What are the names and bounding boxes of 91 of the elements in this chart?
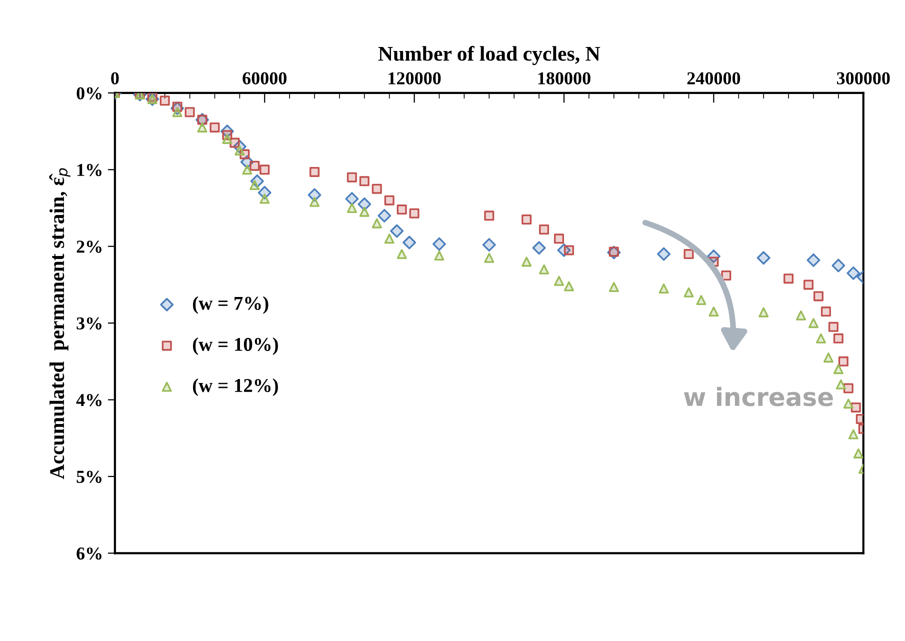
y-tick-label: 0% <box>76 87 102 100</box>
point <box>756 251 770 265</box>
point <box>482 238 496 252</box>
point <box>803 280 814 290</box>
y-tick-label: 1% <box>77 164 102 176</box>
point <box>696 295 706 306</box>
point <box>260 194 270 204</box>
point <box>396 204 407 215</box>
point <box>833 364 844 374</box>
point <box>806 253 820 267</box>
point <box>432 237 446 251</box>
x-tick-label: 60000 <box>242 72 287 84</box>
point <box>539 264 550 274</box>
point <box>359 176 370 186</box>
point <box>260 164 270 175</box>
point <box>345 192 359 206</box>
x-tick-label: 300000 <box>836 72 890 84</box>
point <box>484 252 494 263</box>
y-axis-title: Accumulated permanent strain, ε̂$_{p}$ <box>49 168 70 480</box>
point <box>434 250 444 261</box>
point <box>522 214 532 225</box>
legend-label: (w = 10%) <box>192 337 278 355</box>
y-tick-label: 5% <box>76 470 102 483</box>
point <box>359 206 370 217</box>
annotation: w increase <box>684 386 833 406</box>
y-tick-label: 6% <box>76 547 102 560</box>
x-tick-label: 120000 <box>388 72 441 84</box>
x-tick-label: 180000 <box>538 72 590 84</box>
point <box>390 224 404 238</box>
point <box>848 429 858 440</box>
point <box>784 274 794 284</box>
point <box>346 172 357 182</box>
point <box>816 333 826 344</box>
point <box>832 258 846 272</box>
point <box>378 208 392 222</box>
x-tick-label: 240000 <box>687 72 740 84</box>
point <box>358 197 372 211</box>
point <box>721 270 732 281</box>
point <box>823 352 834 363</box>
point <box>836 379 846 390</box>
legend-label: (w = 7%) <box>192 296 268 314</box>
point <box>384 234 394 244</box>
point <box>160 96 170 106</box>
point <box>657 247 671 261</box>
point <box>820 306 831 317</box>
point <box>828 322 838 332</box>
y-tick-label: 4% <box>76 394 102 406</box>
point <box>684 287 694 298</box>
point <box>184 107 195 118</box>
point <box>372 184 382 194</box>
point <box>554 276 564 286</box>
point <box>564 281 574 292</box>
point <box>310 166 320 177</box>
point <box>843 383 854 394</box>
point <box>402 236 416 250</box>
y-tick-label: 2% <box>76 240 102 253</box>
point <box>539 224 550 234</box>
point <box>250 160 260 171</box>
point <box>197 122 208 132</box>
point <box>808 318 818 328</box>
point <box>308 188 322 202</box>
point <box>384 195 394 206</box>
point <box>346 203 357 214</box>
point <box>310 196 320 207</box>
point <box>658 284 669 294</box>
x-tick-label: 0 <box>111 72 119 84</box>
point <box>708 306 719 317</box>
point <box>846 266 860 280</box>
legend-label: (w = 12%) <box>192 378 278 396</box>
point <box>608 282 619 292</box>
point <box>372 218 382 228</box>
point <box>484 210 494 221</box>
y-tick-label: 3% <box>76 317 102 330</box>
point <box>838 356 848 366</box>
point <box>813 291 824 302</box>
point <box>758 307 769 318</box>
point <box>222 134 232 144</box>
point <box>409 208 420 218</box>
point <box>242 164 252 175</box>
point <box>833 333 844 344</box>
point <box>684 249 694 260</box>
point <box>554 234 564 244</box>
point <box>522 256 532 267</box>
point <box>843 398 854 409</box>
point <box>853 448 864 458</box>
point <box>210 122 220 132</box>
point <box>850 402 861 412</box>
point <box>796 310 806 320</box>
x-axis-title: Number of load cycles, N <box>378 46 600 66</box>
point <box>396 249 407 260</box>
point <box>532 241 546 255</box>
